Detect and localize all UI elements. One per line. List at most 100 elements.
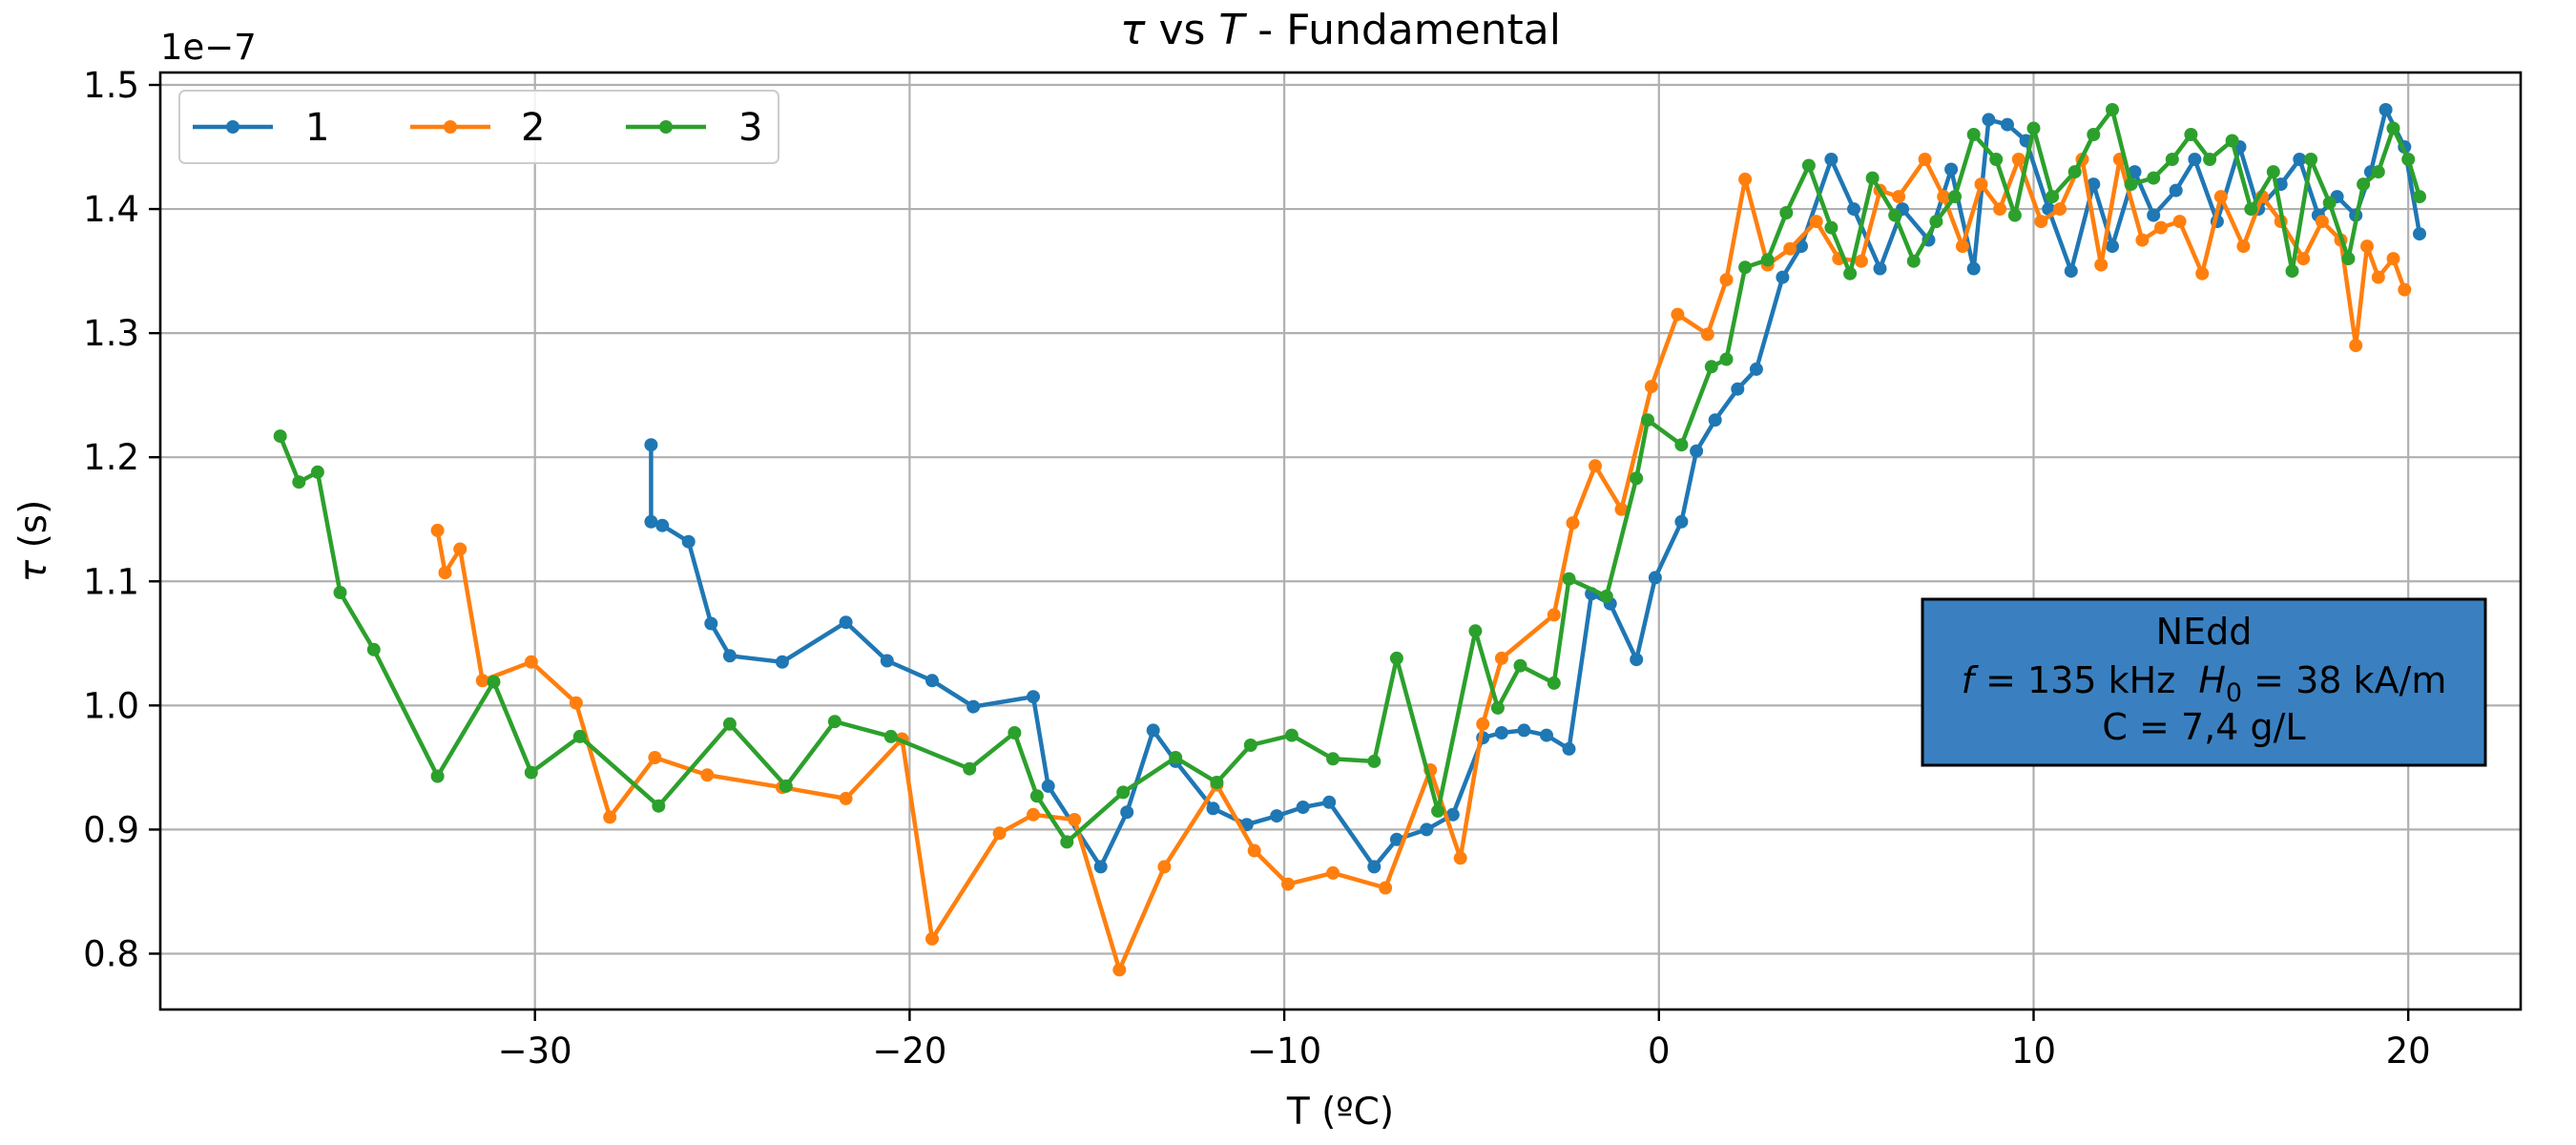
data-point-series-1 [1674, 514, 1689, 529]
data-point-series-2 [1247, 843, 1261, 858]
data-point-series-3 [1547, 676, 1561, 690]
annotation-frame [1921, 597, 2487, 767]
data-point-series-2 [839, 791, 853, 805]
data-point-series-2 [1476, 717, 1490, 731]
data-point-series-2 [1783, 241, 1797, 256]
data-point-series-1 [925, 674, 939, 688]
data-point-series-2 [1937, 190, 1951, 204]
data-point-series-1 [1120, 805, 1134, 820]
data-point-series-1 [1296, 801, 1310, 814]
data-point-series-2 [2053, 202, 2067, 217]
y-axis-label-unit: (s) [12, 500, 55, 560]
data-point-series-2 [1614, 502, 1629, 516]
data-point-series-1 [1517, 723, 1531, 738]
data-point-series-3 [2046, 190, 2060, 204]
data-point-series-2 [2371, 270, 2385, 284]
data-point-series-3 [1468, 624, 1483, 638]
data-point-series-1 [1982, 113, 1996, 127]
y-axis-label-symbol: τ [12, 559, 55, 582]
data-point-series-2 [2315, 215, 2329, 229]
data-point-series-2 [438, 566, 452, 580]
data-point-series-2 [1671, 307, 1685, 322]
data-point-series-3 [1630, 471, 1644, 486]
data-point-series-3 [2401, 153, 2416, 166]
data-point-series-1 [880, 654, 894, 668]
legend-label-3: 3 [738, 106, 762, 150]
data-point-series-3 [2203, 153, 2217, 166]
data-point-series-2 [2094, 258, 2109, 272]
data-point-series-1 [2147, 208, 2161, 222]
data-point-series-1 [1389, 832, 1403, 846]
data-point-series-2 [430, 523, 445, 537]
data-point-series-3 [1513, 658, 1527, 673]
data-point-series-2 [603, 810, 617, 824]
data-point-series-2 [1993, 202, 2007, 217]
data-point-series-2 [2195, 266, 2210, 281]
x-axis-label: T (ºC) [1286, 1091, 1394, 1134]
data-point-series-1 [2087, 177, 2101, 192]
data-point-series-2 [1566, 516, 1580, 531]
data-point-series-2 [2398, 282, 2412, 297]
data-point-series-1 [1749, 362, 1763, 376]
data-point-series-3 [2413, 190, 2426, 204]
data-point-series-3 [430, 769, 445, 783]
legend-label-1: 1 [305, 106, 329, 150]
data-point-series-2 [1379, 881, 1393, 895]
data-point-series-3 [2067, 165, 2082, 179]
data-point-series-2 [2349, 339, 2363, 353]
series-line-2 [435, 156, 2407, 972]
data-point-series-1 [1206, 802, 1220, 816]
legend-marker-1 [226, 120, 239, 134]
data-point-series-1 [1093, 860, 1108, 874]
data-point-series-3 [1284, 728, 1298, 742]
data-point-series-3 [1490, 700, 1505, 715]
data-point-series-3 [2184, 128, 2198, 141]
x-tick-label: −10 [1247, 1030, 1321, 1072]
annotation-field-params: f = 135 kHz H0 = 38 kA/m [1962, 659, 2447, 708]
data-point-series-2 [1112, 963, 1127, 977]
data-point-series-1 [1540, 728, 1553, 742]
data-point-series-1 [2293, 153, 2307, 166]
series-line-1 [649, 107, 2422, 869]
data-point-series-2 [700, 768, 715, 782]
legend-entry-3: 3 [626, 106, 762, 150]
data-point-series-1 [644, 514, 658, 529]
annotation-box: NEdd f = 135 kHz H0 = 38 kA/m C = 7,4 g/… [1921, 597, 2487, 767]
data-point-series-3 [883, 729, 898, 743]
data-point-series-3 [779, 779, 793, 793]
data-point-series-3 [487, 675, 501, 689]
data-point-series-2 [2386, 252, 2400, 266]
data-point-series-1 [2379, 103, 2393, 116]
data-point-series-1 [1731, 382, 1745, 396]
data-point-series-3 [292, 475, 306, 489]
data-point-series-2 [1892, 190, 1906, 204]
data-point-series-3 [2225, 134, 2239, 148]
data-point-series-3 [1326, 752, 1340, 766]
data-point-series-3 [2371, 165, 2385, 179]
data-point-series-3 [1843, 266, 1858, 281]
y-tick-label: 0.9 [83, 809, 139, 850]
y-tick-label: 1.3 [83, 313, 139, 354]
data-point-series-1 [966, 699, 981, 714]
data-point-series-2 [1547, 608, 1561, 622]
annotation-h-value: = 38 kA/m [2242, 659, 2446, 701]
data-point-series-1 [1562, 741, 1576, 756]
data-point-series-3 [2386, 121, 2400, 135]
data-point-series-1 [839, 615, 853, 630]
data-point-series-1 [655, 518, 670, 532]
x-tick-label: −30 [498, 1030, 572, 1072]
data-point-series-2 [2011, 153, 2025, 166]
annotation-h-symbol: H [2198, 659, 2226, 701]
data-point-series-3 [1116, 785, 1131, 800]
data-point-series-1 [2128, 165, 2142, 179]
annotation-f-value: = 135 kHz [1974, 659, 2198, 701]
legend-marker-2 [444, 120, 457, 134]
data-point-series-3 [2147, 171, 2161, 185]
tick-layer: −30 −20 −10 0 10 200.80.91.01.11.21.31.41.5 [83, 65, 2431, 1072]
data-point-series-3 [1719, 352, 1734, 366]
data-point-series-1 [2413, 227, 2426, 241]
data-point-series-2 [1589, 459, 1602, 473]
data-point-series-2 [1955, 239, 1969, 254]
annotation-h-subscript: 0 [2226, 678, 2242, 708]
data-point-series-3 [1060, 835, 1074, 849]
